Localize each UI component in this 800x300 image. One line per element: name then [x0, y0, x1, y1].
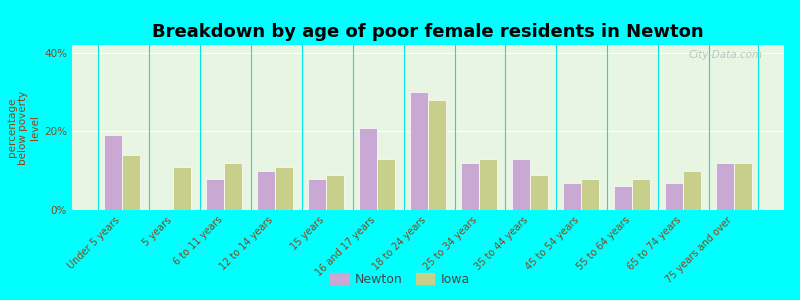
Bar: [683, 171, 701, 210]
Text: City-Data.com: City-Data.com: [689, 50, 762, 60]
Bar: [104, 135, 122, 210]
Title: Breakdown by age of poor female residents in Newton: Breakdown by age of poor female resident…: [152, 23, 704, 41]
Bar: [206, 178, 224, 210]
Bar: [122, 155, 140, 210]
Bar: [665, 182, 683, 210]
Bar: [308, 178, 326, 210]
Bar: [258, 171, 275, 210]
Y-axis label: percentage
below poverty
level: percentage below poverty level: [6, 90, 40, 165]
Bar: [734, 163, 752, 210]
Bar: [410, 92, 428, 210]
Bar: [530, 175, 548, 210]
Bar: [461, 163, 479, 210]
Bar: [563, 182, 581, 210]
Legend: Newton, Iowa: Newton, Iowa: [326, 268, 474, 291]
Bar: [359, 128, 377, 210]
Bar: [632, 178, 650, 210]
Bar: [512, 159, 530, 210]
Bar: [173, 167, 191, 210]
Bar: [275, 167, 293, 210]
Bar: [581, 178, 598, 210]
Bar: [326, 175, 344, 210]
Bar: [224, 163, 242, 210]
Bar: [479, 159, 497, 210]
Bar: [428, 100, 446, 210]
Bar: [614, 186, 632, 210]
Bar: [377, 159, 395, 210]
Bar: [716, 163, 734, 210]
